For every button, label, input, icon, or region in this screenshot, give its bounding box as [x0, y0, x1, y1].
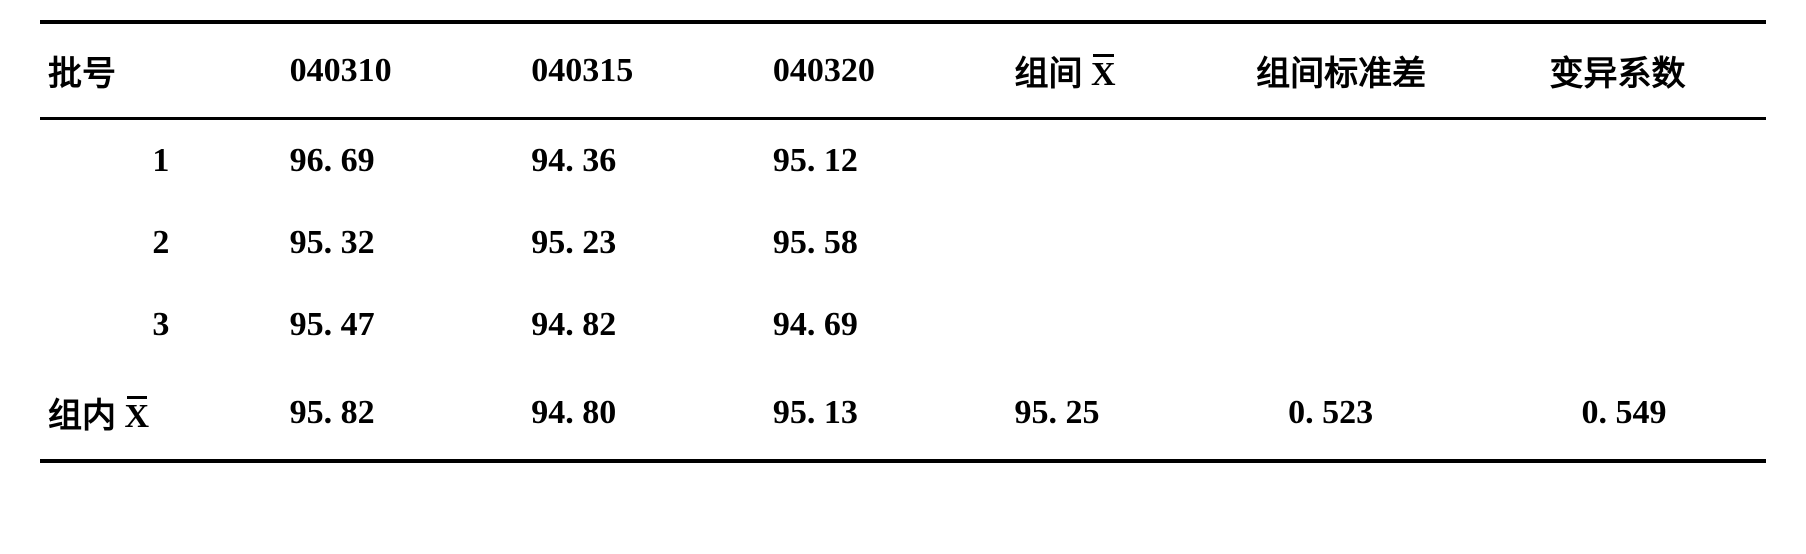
cell-batch: 1 [40, 119, 282, 203]
data-table-container: 批号 040310 040315 040320 组间 X 组间标准差 变异系数 … [0, 0, 1806, 554]
cell-value: 0. 523 [1248, 366, 1541, 461]
cell-value [1248, 284, 1541, 366]
cell-value: 94. 69 [765, 284, 1007, 366]
cell-value [1007, 119, 1249, 203]
cell-value [1007, 284, 1249, 366]
cell-value: 95. 12 [765, 119, 1007, 203]
cell-value [1007, 202, 1249, 284]
cell-value: 94. 82 [523, 284, 765, 366]
col-header-040320: 040320 [765, 22, 1007, 119]
cell-value: 94. 80 [523, 366, 765, 461]
table-row: 2 95. 32 95. 23 95. 58 [40, 202, 1766, 284]
cell-value: 95. 32 [282, 202, 524, 284]
cell-value: 95. 23 [523, 202, 765, 284]
cell-value [1248, 119, 1541, 203]
cell-value: 0. 549 [1542, 366, 1766, 461]
table-row: 3 95. 47 94. 82 94. 69 [40, 284, 1766, 366]
col-header-040310: 040310 [282, 22, 524, 119]
xbar-symbol: X [1091, 56, 1116, 94]
cell-value: 95. 13 [765, 366, 1007, 461]
cell-value [1542, 119, 1766, 203]
cell-batch: 3 [40, 284, 282, 366]
cell-value: 95. 58 [765, 202, 1007, 284]
cell-value: 95. 82 [282, 366, 524, 461]
col-header-batch: 批号 [40, 22, 282, 119]
table-summary-row: 组内 X 95. 82 94. 80 95. 13 95. 25 0. 523 … [40, 366, 1766, 461]
cell-value [1248, 202, 1541, 284]
cell-value: 94. 36 [523, 119, 765, 203]
col-header-group-sd: 组间标准差 [1248, 22, 1541, 119]
col-header-040315: 040315 [523, 22, 765, 119]
col-header-group-mean-prefix: 组间 [1015, 56, 1092, 93]
col-header-group-mean: 组间 X [1007, 22, 1249, 119]
cell-within-group-mean-label: 组内 X [40, 366, 282, 461]
table-row: 1 96. 69 94. 36 95. 12 [40, 119, 1766, 203]
cell-value [1542, 284, 1766, 366]
cell-batch: 2 [40, 202, 282, 284]
table-header-row: 批号 040310 040315 040320 组间 X 组间标准差 变异系数 [40, 22, 1766, 119]
xbar-symbol: X [125, 398, 150, 436]
data-table: 批号 040310 040315 040320 组间 X 组间标准差 变异系数 … [40, 20, 1766, 463]
col-header-cv: 变异系数 [1542, 22, 1766, 119]
cell-value [1542, 202, 1766, 284]
cell-value: 95. 47 [282, 284, 524, 366]
cell-value: 95. 25 [1007, 366, 1249, 461]
cell-value: 96. 69 [282, 119, 524, 203]
within-group-prefix: 组内 [48, 398, 125, 435]
